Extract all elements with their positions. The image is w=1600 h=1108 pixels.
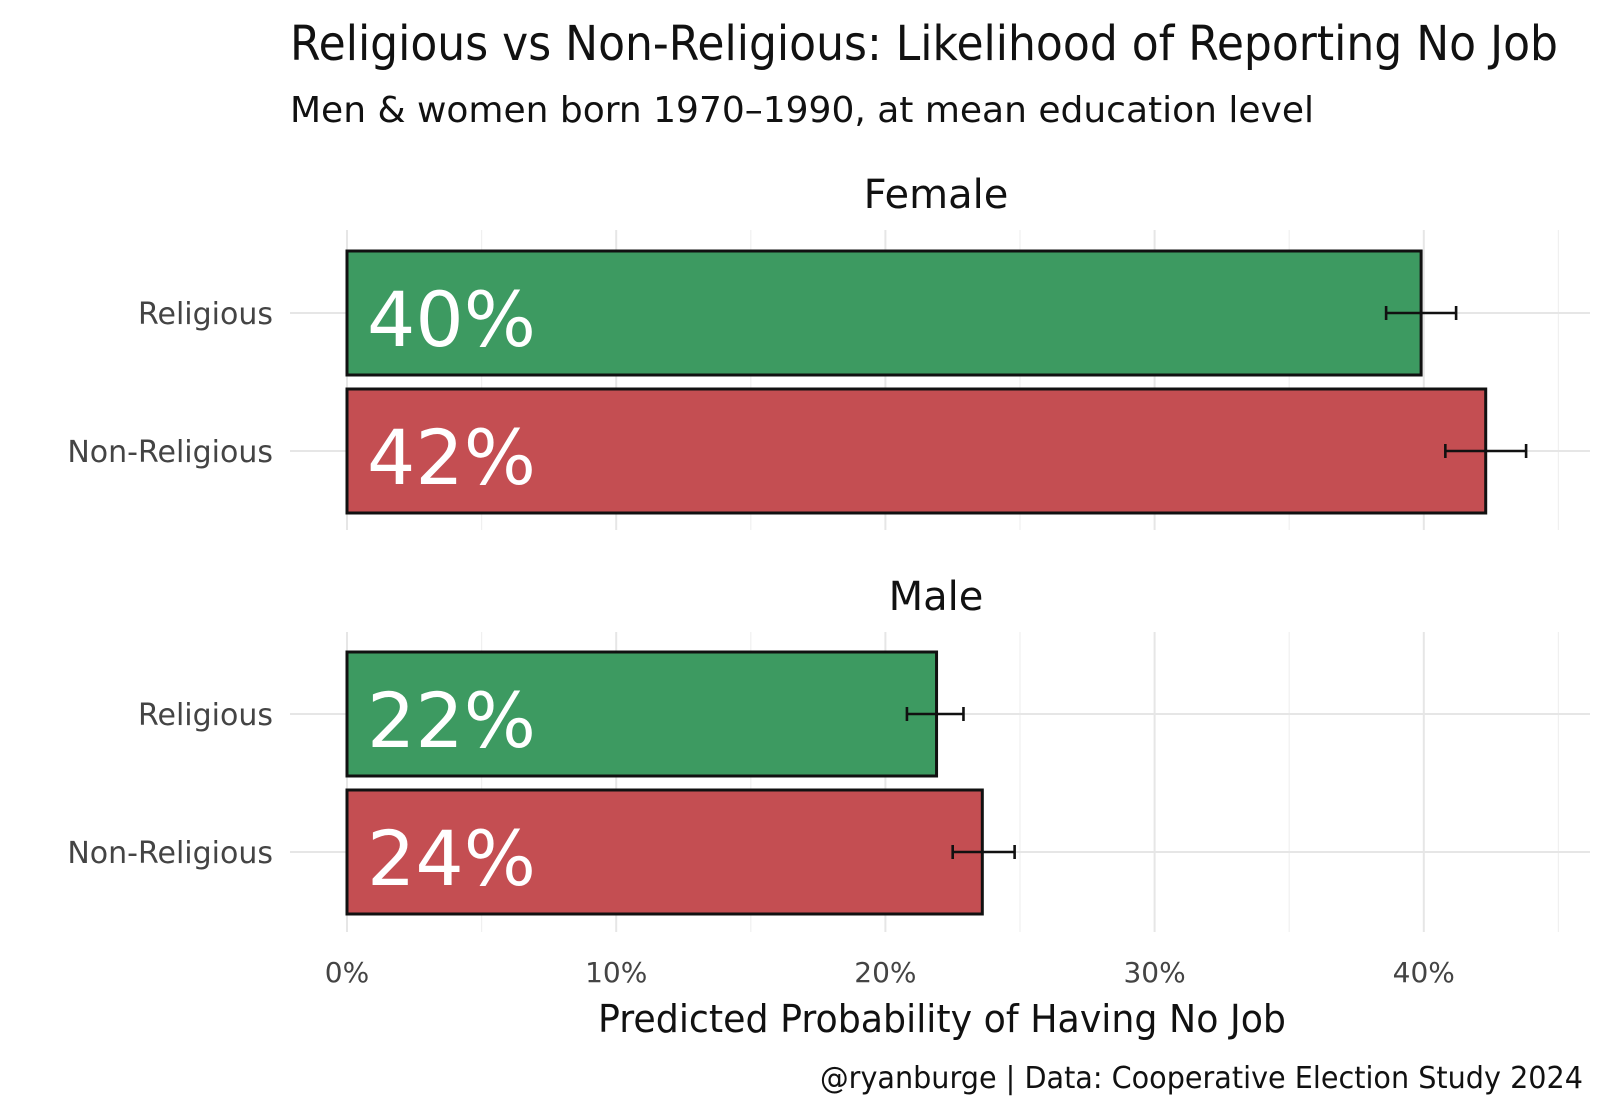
facet-panel-male: Male Religious 22% Non-Religious 24% <box>67 574 1590 932</box>
x-tick-label: 30% <box>1123 956 1185 989</box>
data-label-female-non-religious: 42% <box>367 413 536 502</box>
y-tick-label-religious: Religious <box>138 698 273 733</box>
x-axis-title: Predicted Probability of Having No Job <box>598 997 1286 1041</box>
x-tick-label: 40% <box>1393 956 1455 989</box>
error-bar-male-religious <box>905 707 965 721</box>
facet-label-male: Male <box>889 574 984 620</box>
chart-subtitle: Men & women born 1970–1990, at mean educ… <box>290 90 1314 131</box>
chart-title: Religious vs Non-Religious: Likelihood o… <box>290 16 1558 72</box>
error-bar-female-non-religious <box>1444 444 1528 458</box>
x-tick-label: 10% <box>585 956 647 989</box>
plot-area: Female Religious 40% Non-Religious 42% Male Re… <box>67 172 1590 989</box>
facet-panel-female: Female Religious 40% Non-Religious 42% <box>67 172 1590 530</box>
data-label-male-non-religious: 24% <box>367 814 536 903</box>
x-tick-label: 20% <box>854 956 916 989</box>
y-tick-label-non-religious: Non-Religious <box>67 836 273 871</box>
bar-female-religious <box>345 249 1423 377</box>
data-label-male-religious: 22% <box>367 676 536 765</box>
caption: @ryanburge | Data: Cooperative Election … <box>820 1061 1583 1096</box>
data-label-female-religious: 40% <box>367 275 536 364</box>
facet-label-female: Female <box>864 172 1009 218</box>
y-tick-label-religious: Religious <box>138 297 273 332</box>
x-tick-label: 0% <box>325 956 369 989</box>
bar-male-religious <box>345 650 939 778</box>
y-tick-label-non-religious: Non-Religious <box>67 435 273 470</box>
error-bar-male-non-religious <box>951 845 1016 859</box>
error-bar-female-religious <box>1384 306 1458 320</box>
